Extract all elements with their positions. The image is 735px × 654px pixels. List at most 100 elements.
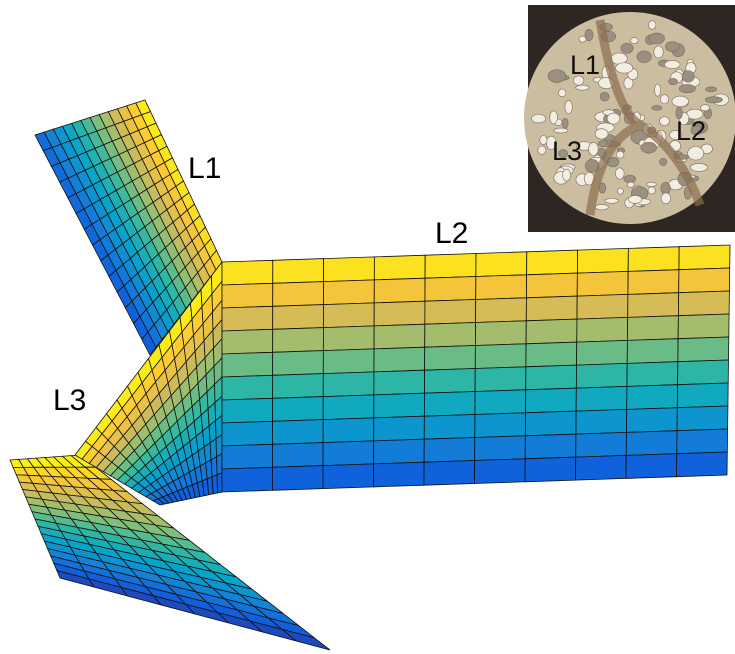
inset-cell [631, 37, 639, 43]
mesh-cell [577, 294, 628, 319]
mesh-cell [627, 385, 678, 410]
mesh-cell [475, 459, 526, 484]
inset-cell [624, 175, 636, 182]
mesh-cell [476, 275, 527, 300]
mesh-cell [476, 298, 527, 323]
inset-cell [627, 182, 634, 187]
mesh-cell [374, 439, 425, 464]
mesh-cell [222, 398, 273, 423]
mesh-cell [222, 444, 273, 469]
mesh-cell [211, 457, 217, 477]
inset-cell [647, 182, 657, 186]
mesh-cell [526, 273, 577, 298]
inset-cell [654, 46, 664, 58]
mesh-cell [374, 278, 425, 303]
mesh-cell [525, 434, 576, 459]
mesh-cell [217, 454, 222, 475]
mesh-cell [374, 462, 425, 487]
mesh-cell [323, 418, 374, 443]
mesh-cell [627, 316, 678, 341]
mesh-cell [577, 248, 628, 273]
mesh-cell [425, 300, 476, 325]
inset-cell [661, 182, 671, 194]
inset-cell [649, 21, 656, 30]
mesh-cell [222, 352, 273, 377]
mesh-cell [425, 323, 476, 348]
mesh-cell [577, 271, 628, 296]
inset-label: L2 [676, 116, 706, 146]
inset-cell [621, 43, 633, 53]
inset-cell [701, 105, 710, 111]
mesh-cell [323, 395, 374, 420]
inset-cell [672, 96, 689, 107]
mesh-cell [374, 347, 425, 372]
mesh-cell [273, 259, 324, 284]
mesh-cell [374, 393, 425, 418]
label: L1 [188, 152, 221, 185]
mesh-cell [273, 397, 324, 422]
inset-cell [565, 101, 572, 114]
mesh-cell [222, 283, 273, 308]
inset: L1 L2 L3 [524, 5, 735, 232]
mesh-cell [273, 328, 324, 353]
mesh-cell [526, 296, 577, 321]
inset-cell [595, 204, 608, 209]
mesh-cell [677, 406, 728, 431]
mesh-cell [273, 420, 324, 445]
inset-cell [538, 146, 546, 154]
mesh-cell [475, 321, 526, 346]
inset-cell [595, 129, 608, 139]
mesh-cell [627, 362, 678, 387]
mesh-cell [626, 454, 677, 479]
mesh-cell [525, 457, 576, 482]
mesh-cell [424, 438, 475, 463]
inset-label: L3 [552, 136, 582, 166]
mesh-cell [577, 340, 628, 365]
mesh-cell [576, 455, 627, 480]
inset-cell [641, 142, 657, 153]
mesh-cell [324, 257, 375, 282]
mesh-cell [222, 467, 273, 492]
mesh-cell [526, 365, 577, 390]
mesh-cell [424, 461, 475, 486]
mesh-cell [210, 439, 216, 460]
mesh-cell [222, 260, 273, 285]
mesh-cell [677, 429, 728, 454]
mesh-cell [273, 466, 324, 491]
mesh-cell [678, 314, 729, 339]
inset-cell [548, 70, 566, 83]
inset-cell [600, 92, 609, 101]
label: L3 [53, 384, 86, 417]
mesh-cell [526, 319, 577, 344]
figure: L1 L2 L3 L1 L2 L3 [0, 0, 735, 654]
mesh-cell [424, 392, 475, 417]
inset-cell [688, 146, 704, 160]
mesh-cell [374, 416, 425, 441]
inset-cell [576, 85, 590, 90]
mesh-cell [323, 464, 374, 489]
mesh-cell [628, 270, 679, 295]
inset-cell [562, 118, 568, 128]
mesh-cell [374, 301, 425, 326]
mesh-cell [424, 415, 475, 440]
mesh-cell [222, 306, 273, 331]
mesh-cell [273, 282, 324, 307]
inset-label: L1 [570, 50, 600, 80]
mesh-cell [679, 245, 730, 270]
inset-cell [558, 89, 565, 97]
mesh-cell [475, 367, 526, 392]
mesh-cell [425, 277, 476, 302]
mesh-cell [526, 388, 577, 413]
mesh-cell [627, 339, 678, 364]
inset-cell [532, 114, 546, 123]
mesh-cell [374, 255, 425, 280]
inset-cell [589, 142, 599, 155]
mesh-cell [677, 383, 728, 408]
mesh-cell [576, 409, 627, 434]
inset-cell [665, 42, 679, 52]
mesh-cell [273, 305, 324, 330]
mesh-cell [323, 372, 374, 397]
inset-cell [679, 84, 695, 92]
mesh-cell [626, 431, 677, 456]
mesh-cell [577, 317, 628, 342]
